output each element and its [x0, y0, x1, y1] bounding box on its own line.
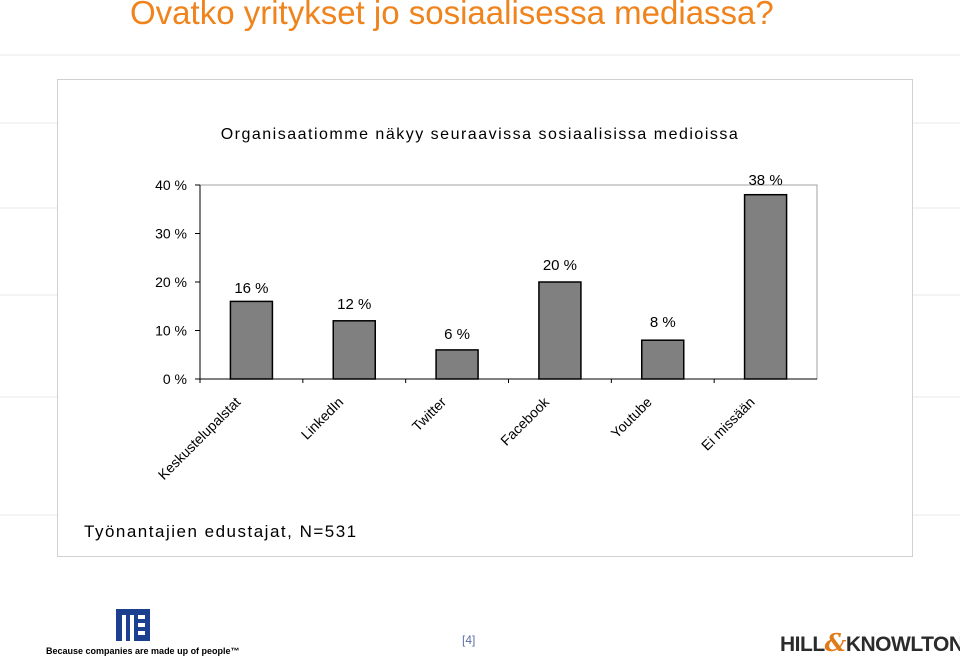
bar	[641, 339, 685, 380]
logo-ampersand: &	[824, 628, 847, 657]
company-tagline: Because companies are made up of people™	[46, 646, 240, 656]
bar	[229, 300, 274, 380]
x-tick-label: Keskustelupalstat	[155, 394, 244, 483]
chart-title: Organisaatiomme näkyy seuraavissa sosiaa…	[220, 126, 740, 143]
x-tick-label: Twitter	[409, 394, 450, 435]
y-tick-label: 0 %	[163, 371, 187, 387]
page-title: Ovatko yritykset jo sosiaalisessa medias…	[130, 0, 774, 31]
bar	[743, 193, 788, 380]
data-label: 20 %	[543, 257, 577, 274]
y-tick-label: 40 %	[155, 177, 187, 193]
data-label: 12 %	[337, 296, 371, 313]
company-logo	[116, 609, 150, 641]
plot-area	[199, 184, 818, 380]
y-tick-label: 30 %	[155, 226, 187, 242]
hill-knowlton-logo: HILL&KNOWLTON	[780, 628, 960, 657]
x-tick-label: Ei missään	[698, 394, 758, 454]
bar	[538, 281, 582, 380]
x-tick-label: Facebook	[497, 393, 552, 448]
sample-note: Työnantajien edustajat, N=531	[84, 522, 358, 541]
x-tick-label: Youtube	[608, 394, 655, 441]
page-number: [4]	[462, 633, 476, 647]
logo-text-hill: HILL	[780, 633, 825, 656]
logo-text-knowlton: KNOWLTON	[845, 633, 960, 656]
y-tick-label: 10 %	[155, 323, 187, 339]
data-label: 8 %	[650, 314, 676, 331]
y-tick-label: 20 %	[155, 274, 187, 290]
bar	[332, 320, 376, 380]
data-label: 16 %	[234, 280, 268, 297]
data-label: 6 %	[444, 326, 470, 343]
data-label: 38 %	[748, 172, 782, 189]
bar	[435, 349, 479, 380]
x-tick-label: LinkedIn	[298, 394, 347, 443]
